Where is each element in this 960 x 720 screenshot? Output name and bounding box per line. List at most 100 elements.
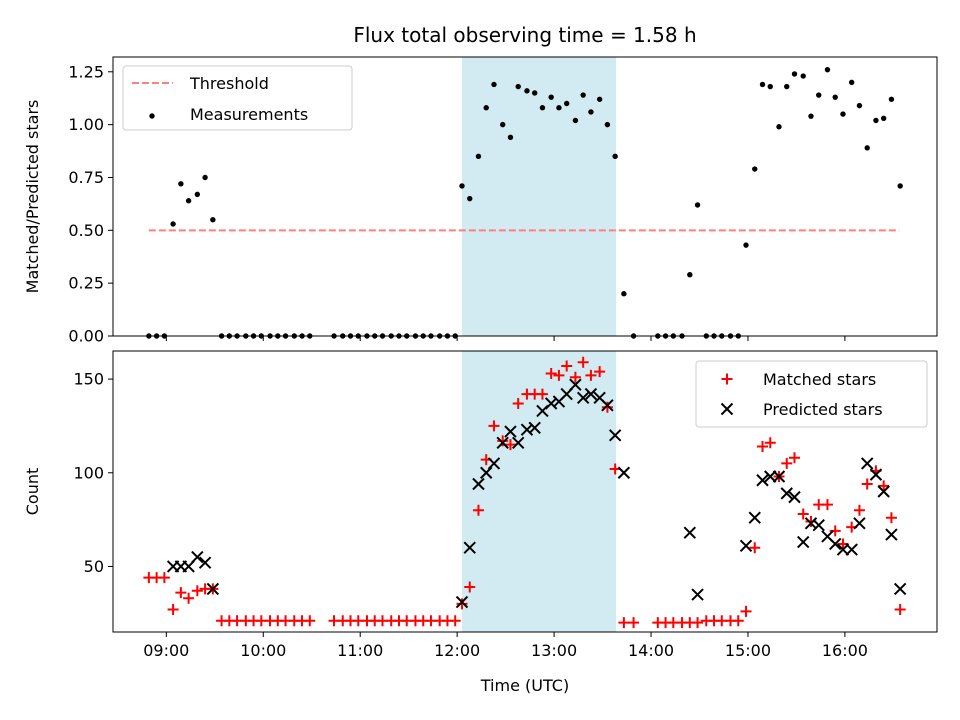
legend-bottom: Matched stars Predicted stars <box>695 360 928 428</box>
measurement-point <box>194 191 201 198</box>
measurement-point <box>580 92 586 98</box>
legend-box <box>122 65 353 131</box>
measurement-point <box>572 117 579 124</box>
measurement-point <box>687 272 693 278</box>
measurement-point <box>888 96 895 102</box>
matched-point <box>764 437 776 449</box>
measurement-point <box>491 81 497 88</box>
matched-point <box>577 356 589 368</box>
measurement-point <box>800 73 806 79</box>
predicted-point <box>691 588 704 601</box>
observing-span <box>461 57 617 336</box>
measurement-point <box>539 105 546 111</box>
x-tick-label: 09:00 <box>143 641 189 660</box>
matched-point <box>885 512 897 524</box>
plot-frame <box>112 350 938 633</box>
matched-point <box>167 604 179 616</box>
legend-matched-label: Matched stars <box>763 370 876 389</box>
measurement-point <box>459 183 465 189</box>
matched-point <box>757 441 769 453</box>
predicted-point <box>472 477 485 491</box>
matched-point <box>497 435 509 447</box>
predicted-point <box>739 539 753 553</box>
predicted-point <box>512 436 525 450</box>
matched-point <box>788 452 800 464</box>
measurement-point <box>531 90 538 96</box>
measurement-point <box>548 94 554 100</box>
predicted-point <box>829 537 842 551</box>
matched-point <box>175 587 187 599</box>
measurement-point <box>808 113 814 119</box>
predicted-point <box>206 582 220 596</box>
measurement-point <box>816 92 822 98</box>
predicted-point <box>608 429 622 442</box>
measurement-point <box>864 145 870 151</box>
predicted-point <box>496 436 509 450</box>
predicted-point <box>487 457 501 470</box>
matched-point <box>512 397 524 409</box>
predicted-point <box>584 387 598 401</box>
predicted-point <box>885 528 898 541</box>
predicted-point <box>893 582 907 596</box>
observing-span <box>461 351 617 632</box>
y-tick-label: 0.75 <box>68 168 104 187</box>
measurement-point <box>897 183 903 189</box>
predicted-point <box>748 511 761 524</box>
top-panel: 0.00 0.25 0.50 0.75 1.00 1.25 Matched/Predicte… <box>23 56 938 346</box>
plot-frame <box>112 56 938 337</box>
matched-point <box>878 480 890 492</box>
matched-point <box>821 499 833 511</box>
y-tick-label: 150 <box>73 370 104 389</box>
matched-point <box>894 604 906 616</box>
predicted-point <box>520 423 534 436</box>
measurement-point <box>515 83 521 90</box>
matched-point <box>456 598 468 610</box>
predicted-point <box>877 485 890 498</box>
legend-threshold-label: Threshold <box>189 74 269 93</box>
measurement-point <box>596 96 603 102</box>
measurement-point <box>840 111 846 117</box>
matched-point <box>601 401 613 413</box>
measurement-point <box>588 109 594 115</box>
predicted-point <box>860 457 874 470</box>
measurement-point <box>759 81 766 88</box>
predicted-point <box>504 425 517 438</box>
y-tick-label: 0.25 <box>68 274 104 293</box>
predicted-point <box>191 550 204 564</box>
measurement-point <box>873 117 879 124</box>
measurement-point <box>170 221 176 227</box>
x-tick-label: 12:00 <box>434 641 480 660</box>
legend-measurement-swatch <box>149 113 155 119</box>
measurement-point <box>791 71 798 77</box>
legend-matched-swatch <box>721 373 733 385</box>
measurement-point <box>210 217 216 223</box>
measurement-point <box>475 153 482 160</box>
predicted-point <box>756 474 769 487</box>
matched-point <box>536 388 548 400</box>
predicted-point <box>772 470 786 483</box>
matched-point <box>449 615 461 627</box>
predicted-point <box>455 595 469 609</box>
matched-point <box>594 366 606 378</box>
measurement-point <box>604 121 611 128</box>
matched-point <box>472 504 484 516</box>
matched-point <box>861 478 873 490</box>
predicted-point <box>788 490 801 504</box>
measurement-point <box>856 102 863 109</box>
measurement-point <box>612 153 618 160</box>
y-tick-label: 100 <box>73 463 104 482</box>
legend-predicted-label: Predicted stars <box>763 400 883 419</box>
matched-point <box>749 542 761 554</box>
x-tick-label: 15:00 <box>725 641 771 660</box>
matched-point <box>781 457 793 469</box>
matched-point <box>853 504 865 516</box>
predicted-point <box>845 543 858 556</box>
predicted-point <box>853 517 866 530</box>
matched-point <box>158 572 170 584</box>
y-tick-label: 1.25 <box>68 62 104 81</box>
measurement-point <box>563 100 570 107</box>
matched-point <box>692 617 704 629</box>
matched-point <box>585 369 597 381</box>
legend-box <box>695 360 928 428</box>
